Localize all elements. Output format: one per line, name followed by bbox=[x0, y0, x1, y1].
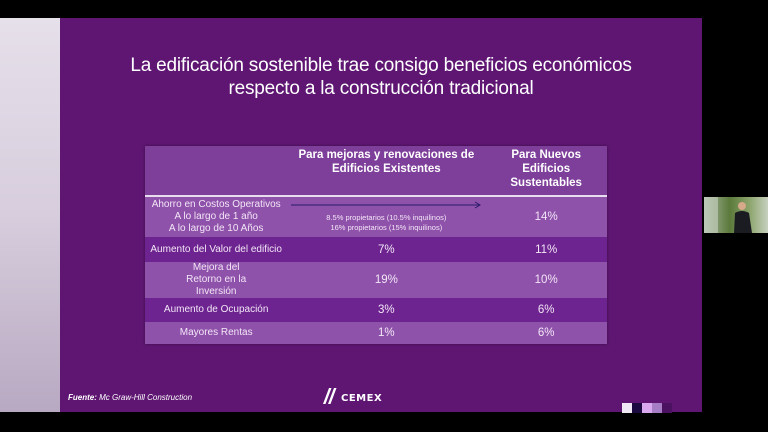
arrow-right-icon bbox=[291, 201, 482, 209]
slide-title: La edificación sostenible trae consigo b… bbox=[60, 54, 702, 100]
cemex-logo: CEMEX bbox=[322, 387, 382, 405]
row-label: Mejora del Retorno en la Inversión bbox=[145, 262, 288, 298]
swatch bbox=[622, 403, 632, 413]
swatch bbox=[642, 403, 652, 413]
row-existing: 8.5% propietarios (10.5% inquilinos) 16%… bbox=[287, 196, 486, 237]
existing-line: 16% propietarios (15% inquilinos) bbox=[330, 223, 443, 232]
row-existing: 1% bbox=[287, 322, 486, 344]
row-label: Mayores Rentas bbox=[145, 322, 288, 344]
cemex-logo-slashes-icon bbox=[323, 388, 337, 404]
title-line-1: La edificación sostenible trae consigo b… bbox=[130, 55, 632, 76]
swatch bbox=[632, 403, 642, 413]
table-row: Aumento del Valor del edificio 7% 11% bbox=[145, 237, 607, 262]
presentation-slide: La edificación sostenible trae consigo b… bbox=[0, 18, 702, 413]
benefits-table: Para mejoras y renovaciones de Edificios… bbox=[145, 146, 607, 344]
table-row: Aumento de Ocupación 3% 6% bbox=[145, 298, 607, 322]
header-new: Para Nuevos Edificios Sustentables bbox=[485, 146, 607, 197]
row-existing: 19% bbox=[287, 262, 486, 298]
table-row: Mayores Rentas 1% 6% bbox=[145, 322, 607, 344]
slide-side-strip bbox=[0, 18, 60, 412]
table-header-row: Para mejoras y renovaciones de Edificios… bbox=[145, 146, 607, 197]
label-line: A lo largo de 10 Años bbox=[168, 223, 264, 234]
existing-line: 8.5% propietarios (10.5% inquilinos) bbox=[326, 213, 447, 222]
swatch bbox=[652, 403, 662, 413]
header-existing: Para mejoras y renovaciones de Edificios… bbox=[287, 146, 486, 197]
source-text: Mc Graw-Hill Construction bbox=[96, 393, 193, 402]
header-empty bbox=[145, 146, 288, 197]
row-existing: 3% bbox=[287, 298, 486, 322]
source-note: Fuente: Mc Graw-Hill Construction bbox=[68, 393, 192, 402]
participant-video-thumbnail[interactable] bbox=[704, 197, 768, 233]
source-label: Fuente: bbox=[68, 393, 97, 402]
table-row: Ahorro en Costos Operativos A lo largo d… bbox=[145, 196, 607, 237]
row-new: 10% bbox=[485, 262, 607, 298]
cemex-logo-text: CEMEX bbox=[341, 393, 383, 404]
row-label: Aumento de Ocupación bbox=[145, 298, 288, 322]
row-new: 6% bbox=[485, 298, 607, 322]
title-line-2: respecto a la construcción tradicional bbox=[228, 78, 534, 99]
row-label: Ahorro en Costos Operativos A lo largo d… bbox=[145, 196, 288, 237]
participant-person-icon bbox=[704, 197, 752, 233]
row-existing: 7% bbox=[287, 237, 486, 262]
color-swatches bbox=[622, 403, 672, 413]
row-new: 11% bbox=[485, 237, 607, 262]
swatch bbox=[662, 403, 672, 413]
label-line: A lo largo de 1 año bbox=[174, 211, 258, 222]
table-row: Mejora del Retorno en la Inversión 19% 1… bbox=[145, 262, 607, 298]
row-new: 14% bbox=[485, 196, 607, 237]
row-new: 6% bbox=[485, 322, 607, 344]
label-line: Ahorro en Costos Operativos bbox=[151, 199, 281, 210]
row-label: Aumento del Valor del edificio bbox=[145, 237, 288, 262]
